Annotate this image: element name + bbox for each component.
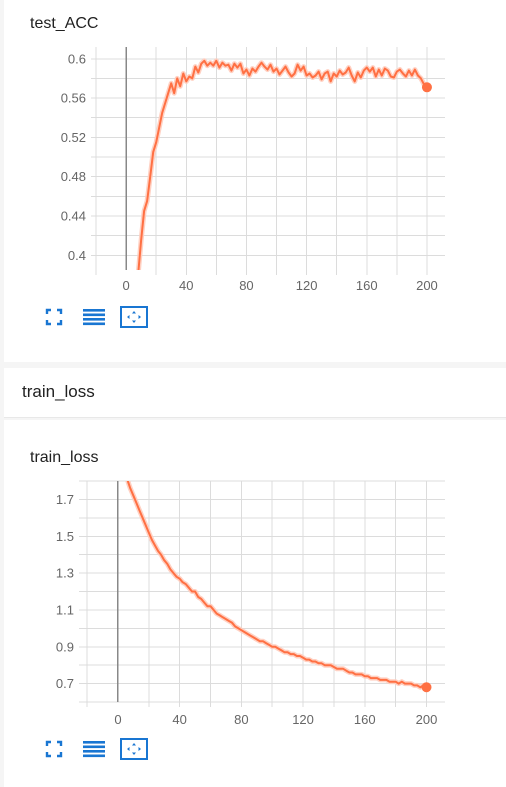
y-tick-label: 1.7: [56, 492, 74, 507]
y-tick-label: 1.5: [56, 529, 74, 544]
section-title: train_loss: [22, 382, 95, 401]
x-tick-label: 80: [234, 712, 248, 727]
train-loss-chart[interactable]: 0.7 0.9 1.1 1.3 1.5 1.7 0 40 80 120 160 200: [4, 420, 506, 730]
series-line: [126, 481, 428, 689]
y-tick-label: 0.4: [68, 248, 86, 263]
chart-card-train-loss: train_loss 0.7 0.9 1.1 1.3 1.5 1.7 0 40 80 120 160…: [4, 420, 506, 787]
chart-toolbar: [40, 305, 160, 329]
y-tick-label: 0.6: [68, 51, 86, 66]
x-tick-label: 0: [114, 712, 121, 727]
x-tick-label: 160: [354, 712, 376, 727]
x-tick-label: 80: [239, 278, 253, 293]
expand-icon[interactable]: [120, 305, 148, 329]
x-tick-label: 40: [172, 712, 186, 727]
section-header-train-loss[interactable]: train_loss: [4, 368, 506, 418]
chart-title: train_loss: [30, 449, 99, 466]
y-tick-label: 0.7: [56, 676, 74, 691]
series-line: [137, 59, 428, 270]
y-tick-label: 0.9: [56, 639, 74, 654]
expand-icon[interactable]: [120, 737, 148, 761]
y-tick-label: 0.56: [61, 91, 86, 106]
fit-to-domain-icon[interactable]: [40, 305, 68, 329]
x-tick-label: 40: [179, 278, 193, 293]
x-tick-label: 120: [296, 278, 318, 293]
last-point-marker: [421, 682, 432, 693]
x-tick-label: 200: [416, 712, 438, 727]
x-tick-label: 0: [122, 278, 129, 293]
test-acc-chart[interactable]: 0.4 0.44 0.48 0.52 0.56 0.6 0 40 80 120 160 200: [4, 0, 506, 300]
data-table-icon[interactable]: [80, 737, 108, 761]
y-tick-label: 0.44: [61, 208, 86, 223]
chart-toolbar: [40, 737, 160, 761]
x-tick-label: 160: [356, 278, 378, 293]
chart-card-test-acc: test_ACC 0.4 0.44 0.48 0.52 0.56 0.6 0 40 80 120 1…: [4, 0, 506, 362]
chart-title: test_ACC: [30, 15, 99, 32]
y-tick-label: 1.1: [56, 602, 74, 617]
series-raw-line: [136, 58, 429, 270]
series-raw-line: [125, 481, 428, 690]
y-tick-label: 0.48: [61, 169, 86, 184]
y-tick-label: 1.3: [56, 566, 74, 581]
fit-to-domain-icon[interactable]: [40, 737, 68, 761]
y-tick-label: 0.52: [61, 130, 86, 145]
last-point-marker: [421, 82, 432, 93]
x-tick-label: 120: [292, 712, 314, 727]
data-table-icon[interactable]: [80, 305, 108, 329]
x-tick-label: 200: [416, 278, 438, 293]
